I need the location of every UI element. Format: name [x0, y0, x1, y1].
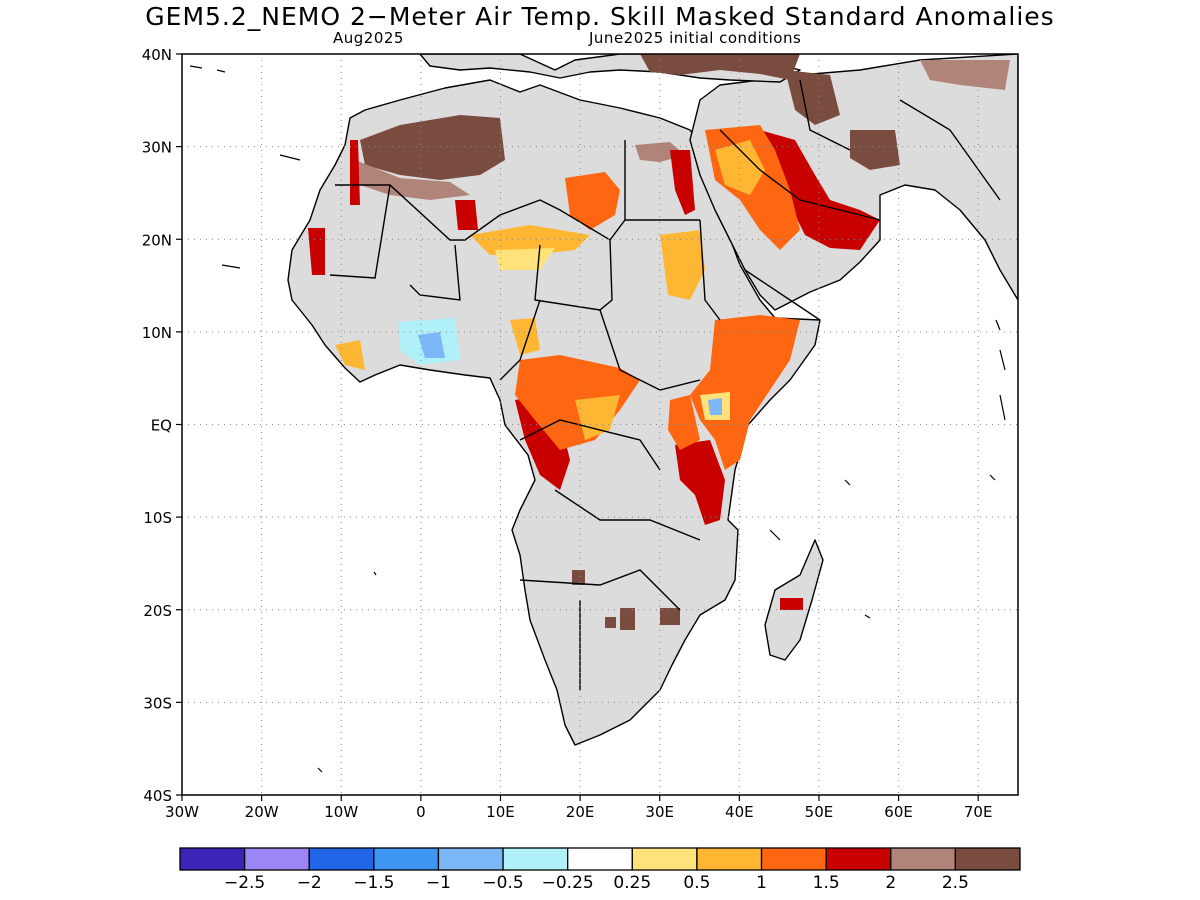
lon-tick-label: 20W	[245, 803, 279, 821]
colorbar-swatch	[760, 847, 827, 871]
lon-tick-label: 70E	[964, 803, 993, 821]
lat-tick-label: EQ	[151, 417, 172, 435]
lon-tick-label: 40E	[725, 803, 754, 821]
lat-tick-label: 40S	[143, 787, 172, 805]
colorbar-label: −1	[426, 873, 451, 893]
lat-tick-label: 10S	[143, 509, 172, 527]
anomaly-iran	[850, 130, 900, 170]
anomaly-egypt-red	[670, 150, 695, 215]
colorbar-swatch	[502, 847, 569, 871]
map-title: GEM5.2_NEMO 2−Meter Air Temp. Skill Mask…	[145, 2, 1055, 31]
lon-tick-label: 50E	[805, 803, 834, 821]
colorbar-label: 1	[756, 873, 767, 893]
anomaly-west-africa-lightorange	[335, 318, 540, 370]
lon-tick-label: 20E	[566, 803, 595, 821]
anomaly-ghana-cold-core	[418, 332, 445, 358]
colorbar-swatch	[243, 847, 310, 871]
anomaly-sudan-lightorange	[660, 230, 705, 300]
lat-tick-label: 20S	[143, 602, 172, 620]
colorbar-swatch	[308, 847, 375, 871]
colorbar-swatch	[825, 847, 892, 871]
lat-tick-label: 30S	[143, 694, 172, 712]
colorbar-swatch	[179, 847, 246, 871]
axis-ticks	[176, 53, 979, 801]
lat-tick-label: 10N	[142, 324, 172, 342]
forecast-month: Aug2025	[333, 29, 404, 47]
anomaly-sahara-pale	[355, 160, 470, 200]
colorbar-swatch	[631, 847, 698, 871]
colorbar-swatch	[567, 847, 633, 871]
latitude-labels: 40N 30N 20N 10N EQ 10S 20S 30S 40S	[142, 46, 172, 805]
lat-tick-label: 30N	[142, 139, 172, 157]
colorbar-swatch	[437, 847, 504, 871]
anomaly-saudi-lightorange	[715, 140, 765, 195]
colorbar-label: 2	[885, 873, 896, 893]
anomaly-iran-pale	[920, 60, 1010, 90]
colorbar-swatch	[373, 847, 440, 871]
colorbar-label: 2.5	[942, 873, 969, 893]
anomaly-madagascar-red	[780, 598, 803, 610]
anomaly-southern-patches	[572, 570, 680, 630]
colorbar-label: −0.5	[482, 873, 523, 893]
colorbar-swatch	[696, 847, 763, 871]
anomaly-arabia-red	[760, 130, 880, 250]
islands	[189, 65, 1006, 773]
anomaly-libya-orange	[565, 172, 620, 230]
anomaly-sahel-yellow	[495, 248, 555, 270]
anomaly-eastern-med	[640, 54, 800, 80]
lon-tick-label: 10W	[324, 803, 358, 821]
lon-tick-label: 30E	[645, 803, 674, 821]
longitude-labels: 30W 20W 10W 0 10E 20E 30E 40E 50E 60E 70E	[165, 803, 992, 821]
colorbar-swatch	[890, 847, 957, 871]
lon-tick-label: 30W	[165, 803, 199, 821]
colorbar	[179, 847, 1021, 871]
colorbar-swatch	[954, 847, 1021, 871]
anomaly-east-africa-orange	[690, 315, 800, 470]
arabia-asia-landmass	[689, 54, 1018, 311]
anomaly-sahel-lightorange	[470, 225, 590, 255]
colorbar-label: −2	[297, 873, 322, 893]
anomaly-east-africa-orange-south	[668, 395, 700, 450]
colorbar-label: 0.5	[683, 873, 710, 893]
colorbar-label: 0.25	[613, 873, 651, 893]
anomaly-nw-africa-red	[308, 140, 478, 275]
colorbar-label: −2.5	[224, 873, 265, 893]
initial-conditions: June2025 initial conditions	[589, 29, 802, 47]
country-borders	[329, 79, 1001, 690]
anomaly-sahara-high	[360, 115, 505, 180]
colorbar-label: 1.5	[813, 873, 840, 893]
lon-tick-label: 10E	[486, 803, 515, 821]
lat-tick-label: 40N	[142, 46, 172, 64]
colorbar-label: −0.25	[542, 873, 594, 893]
anomaly-congo-lightorange	[575, 395, 620, 440]
anomaly-tanzania-red	[675, 440, 725, 525]
colorbar-labels: −2.5 −2 −1.5 −1 −0.5 −0.25 0.25 0.5 1 1.5 2 2.5	[224, 873, 969, 893]
colorbar-label: −1.5	[353, 873, 394, 893]
anomaly-lake-victoria-cold	[708, 398, 722, 415]
anomaly-iraq	[785, 70, 840, 125]
lon-tick-label: 60E	[884, 803, 913, 821]
lon-tick-label: 0	[416, 803, 426, 821]
lat-lon-gridlines	[182, 54, 1018, 795]
lat-tick-label: 20N	[142, 231, 172, 249]
